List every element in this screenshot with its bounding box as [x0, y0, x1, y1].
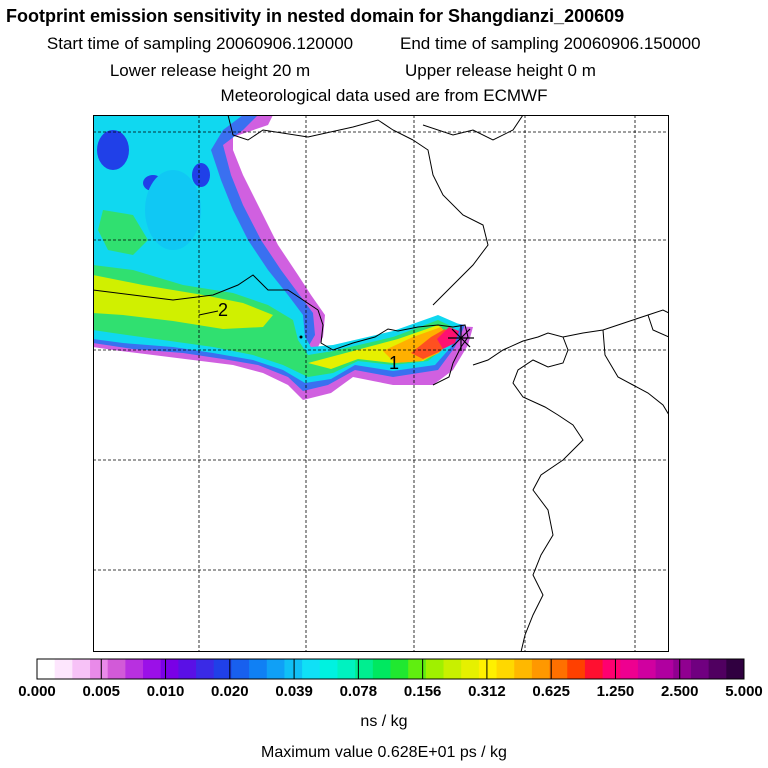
colorbar-tick-label: 0.010 [147, 683, 185, 700]
map-frame [93, 115, 669, 652]
colorbar-cell [37, 659, 56, 679]
colorbar-tick-label: 1.250 [597, 683, 635, 700]
colorbar-cell [531, 659, 551, 679]
colorbar-cell [620, 659, 639, 679]
colorbar-cell [72, 659, 91, 679]
coastline-borders [93, 115, 669, 652]
colorbar-tick-label: 0.312 [468, 683, 506, 700]
colorbar-tick-label: 0.039 [275, 683, 313, 700]
colorbar-tick-label: 0.005 [82, 683, 120, 700]
colorbar-cell [319, 659, 338, 679]
small-island-marker [299, 335, 303, 339]
colorbar-cell [355, 659, 374, 679]
colorbar-cell [726, 659, 745, 679]
colorbar-cell [637, 659, 657, 679]
colorbar-tick-label: 0.156 [404, 683, 442, 700]
colorbar-cell [461, 659, 480, 679]
colorbar-cell [143, 659, 162, 679]
colorbar-cell [231, 659, 250, 679]
colorbar-cell [390, 659, 409, 679]
met-data-label: Meteorological data used are from ECMWF [220, 86, 548, 105]
map-title: Footprint emission sensitivity in nested… [6, 6, 625, 26]
colorbar-cell [213, 659, 232, 679]
colorbar-cell [125, 659, 144, 679]
colorbar-cell [372, 659, 391, 679]
colorbar-cell [514, 659, 533, 679]
colorbar-cell [690, 659, 710, 679]
end-time-label: End time of sampling 20060906.150000 [400, 34, 701, 53]
colorbar-cell [302, 659, 321, 679]
colorbar-tick-label: 0.000 [18, 683, 56, 700]
lower-release-height: Lower release height 20 m [109, 61, 311, 80]
colorbar-tick-label: 2.500 [661, 683, 699, 700]
contour-label-2: 2 [218, 300, 228, 320]
colorbar-cell [54, 659, 73, 679]
colorbar-cell [266, 659, 285, 679]
colorbar: 0.000 0.005 0.010 0.020 0.039 0.078 0.156 0.312… [18, 658, 763, 761]
colorbar-cell [178, 659, 197, 679]
colorbar-cell [196, 659, 215, 679]
colorbar-cell [549, 659, 568, 679]
colorbar-tick-label: 0.020 [211, 683, 249, 700]
footprint-map: 2 1 [93, 115, 669, 652]
colorbar-cell [496, 659, 515, 679]
colorbar-cell [443, 659, 462, 679]
colorbar-tick-label: 0.625 [532, 683, 570, 700]
colorbar-cell [584, 659, 604, 679]
colorbar-tick-label: 0.078 [340, 683, 378, 700]
colorbar-cell [655, 659, 674, 679]
colorbar-cell [673, 659, 692, 679]
colorbar-cell [602, 659, 621, 679]
colorbar-cell [160, 659, 179, 679]
upper-release-height: Upper release height 0 m [405, 61, 596, 80]
colorbar-cell [284, 659, 303, 679]
colorbar-cells [36, 658, 745, 680]
colorbar-tick-labels: 0.000 0.005 0.010 0.020 0.039 0.078 0.156 0.312… [18, 659, 763, 700]
colorbar-cell [425, 659, 445, 679]
contour-label-1: 1 [389, 353, 399, 373]
maximum-value-label: Maximum value 0.628E+01 ps / kg [261, 744, 507, 761]
colorbar-cell [249, 659, 268, 679]
colorbar-cell [708, 659, 727, 679]
start-time-label: Start time of sampling 20060906.120000 [46, 34, 354, 53]
colorbar-cell [567, 659, 586, 679]
map-grid [93, 115, 669, 652]
colorbar-cell [478, 659, 498, 679]
receptor-station-marker [448, 325, 474, 351]
colorbar-cell [107, 659, 126, 679]
colorbar-cell [337, 659, 356, 679]
colorbar-cell [90, 659, 109, 679]
colorbar-tick-label: 5.000 [725, 683, 763, 700]
colorbar-cell [408, 659, 427, 679]
colorbar-unit-label: ns / kg [360, 713, 407, 730]
